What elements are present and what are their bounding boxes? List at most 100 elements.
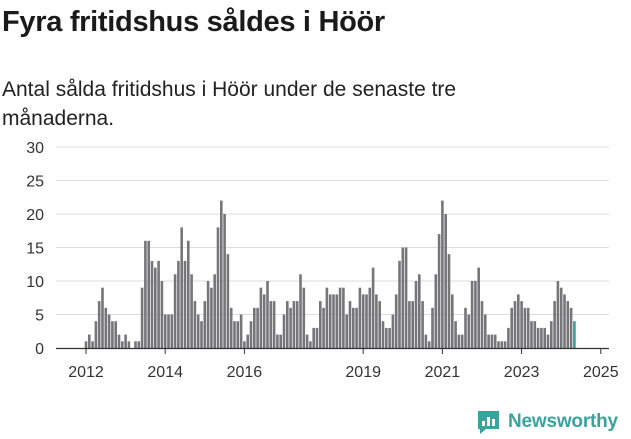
bar (203, 301, 207, 348)
bar (569, 307, 573, 348)
bar (190, 274, 193, 348)
bar (563, 294, 566, 348)
bar (447, 254, 451, 348)
bar (381, 321, 385, 348)
bar (121, 341, 124, 348)
bar (193, 301, 197, 348)
bar (348, 301, 352, 348)
bar (457, 334, 461, 348)
bar (391, 314, 395, 348)
bar (180, 227, 183, 348)
bar (302, 287, 306, 348)
bar (533, 321, 537, 348)
bar (342, 287, 345, 348)
bar (493, 334, 497, 348)
bar (223, 214, 226, 348)
bar (355, 307, 358, 348)
x-tick-label: 2025 (583, 364, 619, 381)
bar (144, 240, 147, 348)
bar (91, 341, 94, 348)
x-axis: 2012 2014 2016 2019 2021 2023 2025 (56, 347, 619, 381)
bar (233, 321, 236, 348)
bar (276, 334, 279, 348)
bar (104, 307, 108, 348)
x-tick-label: 2014 (147, 364, 183, 381)
bar (500, 341, 504, 348)
bar (424, 334, 428, 348)
bar (226, 254, 230, 348)
bar (183, 260, 187, 348)
bar (484, 314, 487, 348)
bar (444, 214, 447, 348)
bar (523, 307, 527, 348)
bar (325, 287, 329, 348)
bar (213, 274, 216, 348)
bar (451, 294, 454, 348)
bar (117, 334, 121, 348)
bar (470, 281, 474, 348)
bar (441, 200, 444, 348)
bar (220, 200, 223, 348)
bar (262, 294, 266, 348)
bar (328, 294, 332, 348)
bar (249, 321, 253, 348)
bar (490, 334, 494, 348)
bar (474, 281, 477, 348)
bar (243, 341, 246, 348)
bar (553, 301, 556, 348)
bar (206, 281, 210, 348)
bar (88, 334, 91, 348)
bar (345, 314, 348, 348)
bar (111, 321, 114, 348)
bar (507, 327, 510, 348)
bar (526, 307, 530, 348)
data-label: 4 (594, 0, 603, 4)
y-tick-label: 30 (26, 140, 44, 157)
x-tick-label: 2023 (504, 364, 540, 381)
bar (398, 260, 401, 348)
y-tick-label: 0 (35, 341, 44, 358)
bar (464, 307, 467, 348)
bar (332, 294, 335, 348)
bar (292, 301, 296, 348)
bar (187, 240, 190, 348)
bar (365, 294, 368, 348)
bar (216, 227, 220, 348)
bar (305, 334, 309, 348)
bar (200, 321, 203, 348)
y-tick-label: 20 (26, 207, 44, 224)
bar (503, 341, 507, 348)
bar (101, 287, 104, 348)
bar (269, 301, 273, 348)
bar (371, 267, 375, 348)
bar (338, 287, 342, 348)
bar (411, 301, 414, 348)
bar (497, 341, 500, 348)
bar (454, 321, 457, 348)
bar (520, 301, 523, 348)
x-tick-label: 2016 (227, 364, 263, 381)
bar (114, 321, 117, 348)
chart-subtitle: Antal sålda fritidshus i Höör under de s… (2, 78, 457, 130)
bar (467, 314, 471, 348)
bar (196, 314, 200, 348)
chart-annotations: 4 (594, 0, 603, 4)
bar (253, 307, 256, 348)
bar (460, 334, 464, 348)
bar (309, 341, 312, 348)
bar (559, 287, 563, 348)
bar (312, 327, 315, 348)
bar (295, 301, 299, 348)
bar (394, 294, 398, 348)
y-tick-label: 15 (26, 241, 44, 258)
bar (556, 281, 560, 348)
bar (154, 267, 157, 348)
bar (540, 327, 543, 348)
bar (437, 234, 441, 348)
x-tick-label: 2019 (345, 364, 381, 381)
bar (289, 307, 292, 348)
brand-name: Newsworthy (508, 411, 618, 432)
chart-gridlines (56, 146, 609, 315)
bar (408, 301, 411, 348)
bar (385, 327, 388, 348)
